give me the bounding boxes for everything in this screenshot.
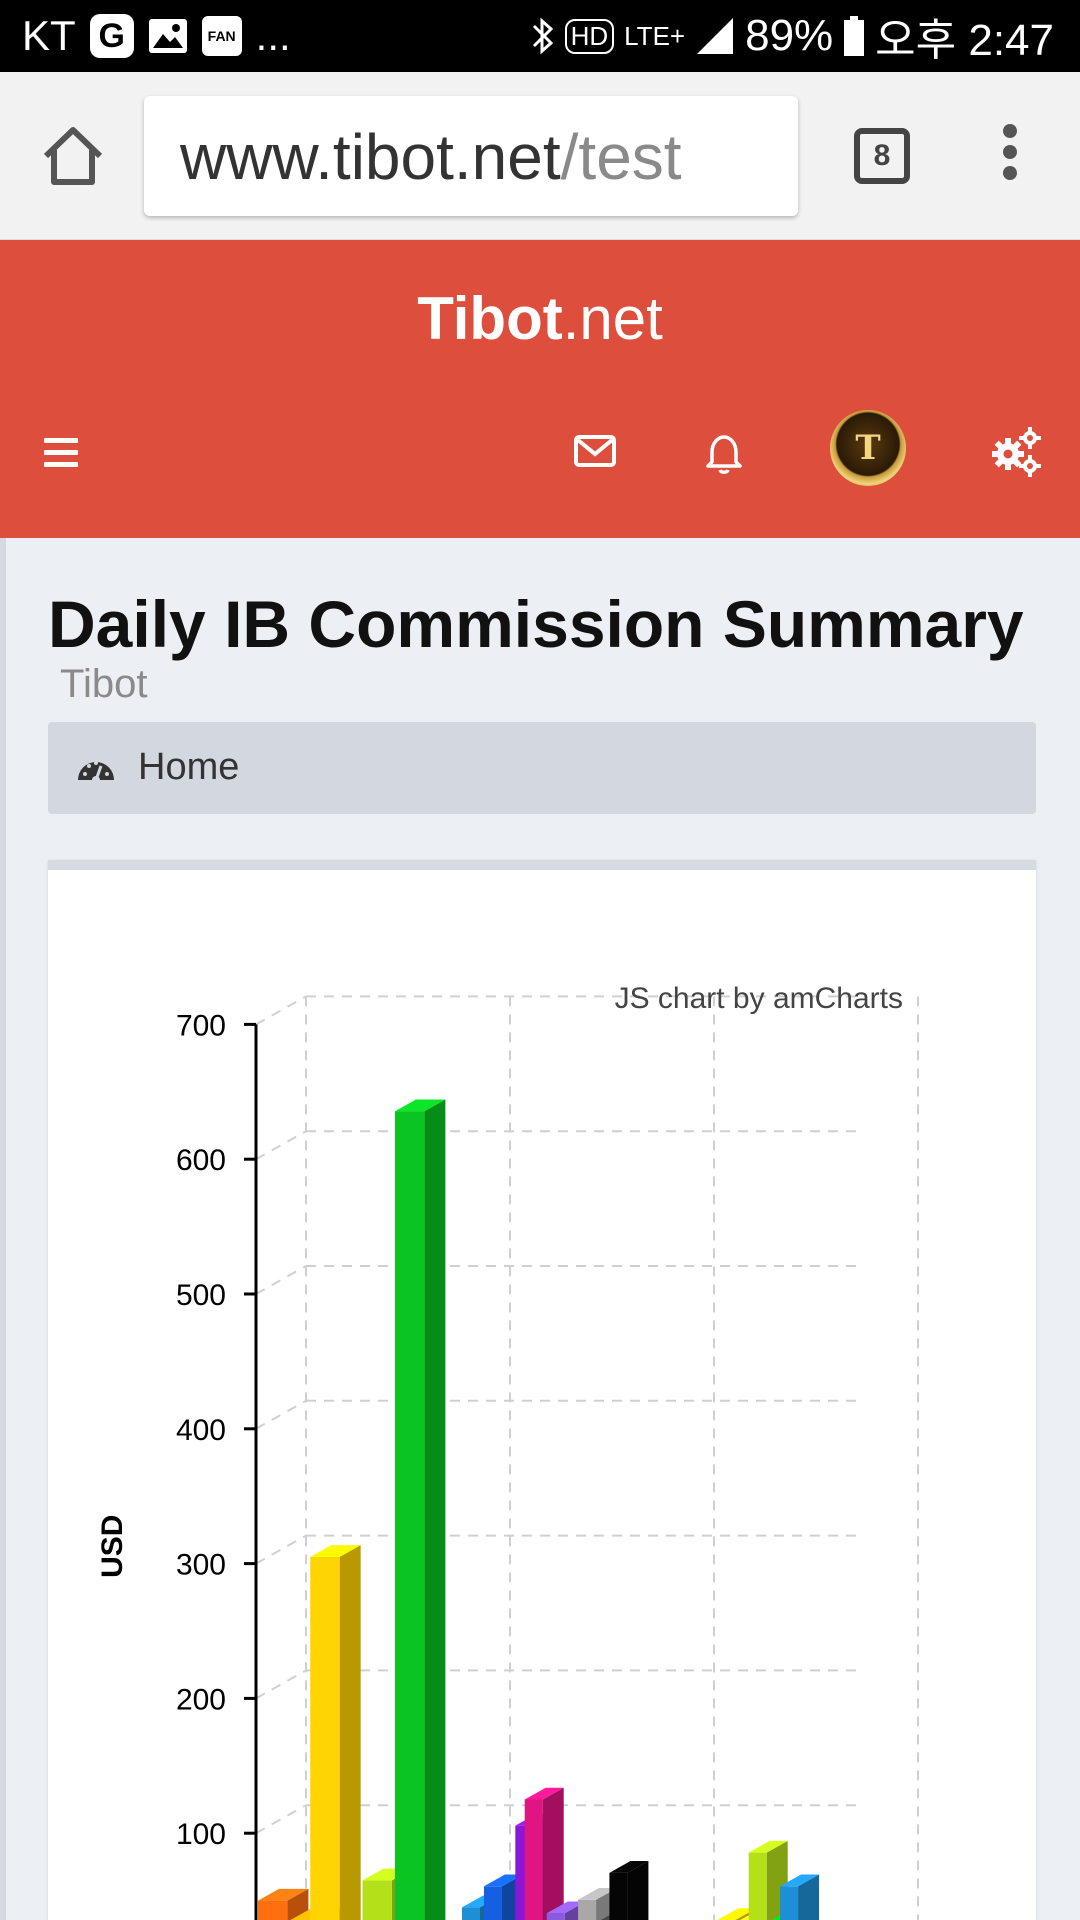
bar-top: [717, 1908, 757, 1920]
y-tick-label: 200: [176, 1683, 226, 1716]
grid-depth-line: [255, 1265, 307, 1295]
commission-chart-card: 0100200300400500600700USDJS chart by amC…: [48, 860, 1036, 1920]
page-subtitle: Tibot: [60, 662, 148, 706]
bar-top: [578, 1888, 618, 1900]
tabs-button[interactable]: 8: [854, 128, 910, 184]
bar: [609, 1872, 628, 1920]
grid-depth-line: [255, 1804, 307, 1835]
url-bar[interactable]: www.tibot.net/test: [144, 96, 798, 216]
page-title: Daily IB Commission Summary: [48, 587, 1024, 661]
url-domain: www.tibot.net: [180, 121, 561, 193]
battery-icon: [843, 16, 865, 56]
bar-top: [524, 1787, 564, 1800]
breadcrumb-home-link[interactable]: Home: [138, 746, 240, 788]
bar-top: [546, 1901, 586, 1914]
bar-top: [394, 1099, 446, 1112]
bar: [394, 1111, 425, 1920]
bar-top: [748, 1840, 788, 1853]
bar: [362, 1880, 392, 1920]
url-path: /test: [560, 121, 682, 193]
bar-top: [258, 1888, 309, 1901]
grid-depth-line: [255, 1130, 307, 1161]
gallery-icon: [148, 18, 188, 54]
bar-top: [780, 1874, 820, 1887]
hamburger-menu-button[interactable]: [44, 438, 78, 467]
user-avatar[interactable]: T: [830, 410, 906, 486]
bluetooth-icon: [531, 15, 555, 57]
bar: [748, 1852, 767, 1920]
amcharts-credit: JS chart by amCharts: [615, 982, 903, 1015]
breadcrumb: Home: [48, 722, 1036, 814]
y-tick-label: 500: [176, 1279, 226, 1312]
bar: [780, 1886, 799, 1920]
bar: [524, 1799, 543, 1920]
bar: [310, 1556, 340, 1920]
bar-top: [310, 1545, 361, 1557]
carrier-label: KT: [22, 12, 76, 59]
y-tick-label: 400: [176, 1414, 226, 1447]
clock: 오후 2:47: [875, 16, 1054, 65]
bar-top: [609, 1861, 649, 1873]
grid-depth-line: [255, 1534, 307, 1565]
envelope-icon[interactable]: [568, 424, 624, 480]
browser-menu-button[interactable]: [990, 124, 1030, 188]
y-tick-label: 300: [176, 1549, 226, 1582]
bar: [462, 1907, 480, 1920]
main-content: Daily IB Commission Summary Tibot Home 0…: [0, 538, 1080, 1920]
y-tick-label: 100: [176, 1818, 226, 1851]
home-icon: [43, 127, 103, 185]
bell-icon[interactable]: [698, 424, 754, 480]
bar-side: [798, 1874, 820, 1920]
grid-depth-line: [255, 1669, 307, 1700]
gears-icon[interactable]: [990, 424, 1046, 480]
home-button[interactable]: [38, 122, 108, 192]
grid-depth-line: [255, 995, 307, 1026]
dashboard-icon: [78, 761, 114, 784]
fan-app-icon: FAN: [201, 16, 242, 56]
commission-bar-chart: 0100200300400500600700USDJS chart by amC…: [96, 982, 919, 1920]
bar-side: [424, 1099, 446, 1920]
browser-toolbar: www.tibot.net/test 8: [0, 72, 1080, 240]
g-app-icon: G: [89, 14, 134, 58]
lte-icon: LTE+: [624, 20, 686, 51]
brand-logo[interactable]: Tibot.net: [417, 285, 663, 352]
y-tick-label: 700: [176, 1009, 226, 1042]
bar: [483, 1886, 502, 1920]
status-bar: KT G FAN ... HD LTE+ 89% 오후 2:47: [0, 0, 1080, 72]
bar: [578, 1899, 597, 1920]
grid-depth-line: [255, 1399, 307, 1430]
bar-side: [627, 1861, 649, 1920]
bar-side: [542, 1787, 564, 1920]
bar: [546, 1913, 565, 1920]
hd-voice-icon: HD: [564, 18, 615, 54]
app-header: Tibot.net T: [0, 240, 1080, 538]
bar-side: [287, 1888, 309, 1920]
bar-side: [339, 1545, 361, 1920]
y-tick-label: 600: [176, 1144, 226, 1177]
bar-top: [483, 1874, 523, 1887]
battery-percent: 89%: [745, 11, 834, 60]
y-axis-title: USD: [96, 1515, 129, 1578]
signal-icon: [695, 16, 735, 56]
more-notifications: ...: [255, 12, 291, 59]
bar: [258, 1900, 288, 1920]
